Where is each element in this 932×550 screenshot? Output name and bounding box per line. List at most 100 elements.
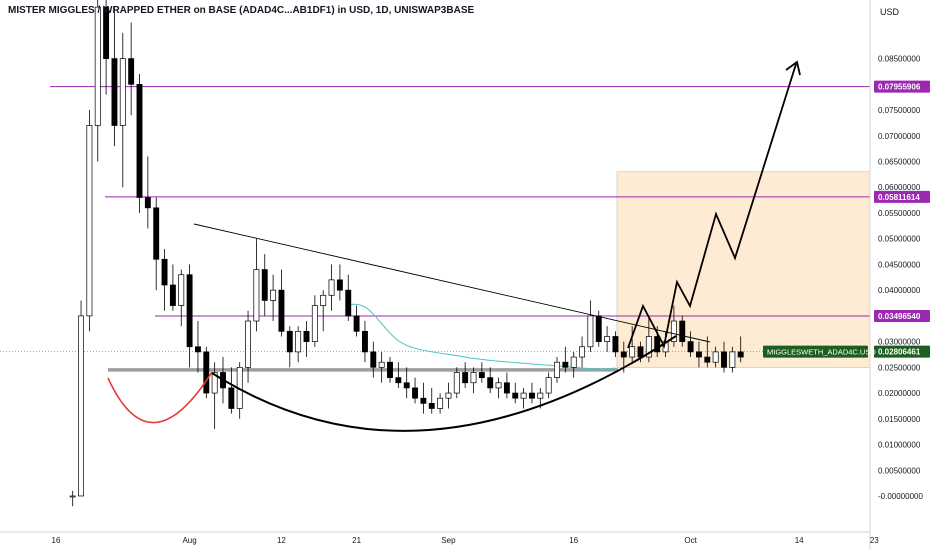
candle-body	[462, 372, 469, 384]
price-tick-label: 0.00500000	[878, 466, 921, 475]
time-tick-label: Aug	[182, 536, 196, 545]
candle-body	[78, 315, 84, 497]
candle-body	[595, 315, 602, 342]
candle-body	[679, 320, 686, 342]
candle-body	[687, 341, 694, 353]
candle-body	[478, 372, 485, 378]
time-tick-label: Sep	[441, 536, 456, 545]
time-tick-label: 23	[870, 536, 879, 545]
candle-body	[311, 305, 318, 342]
candle-body	[412, 387, 419, 399]
price-tick-label: 0.07500000	[878, 106, 921, 115]
candle-body	[545, 377, 552, 394]
candle-body	[320, 294, 327, 306]
candle-body	[211, 372, 218, 394]
currency-label: USD	[880, 7, 900, 17]
candle-body	[253, 269, 260, 322]
candle-body	[654, 336, 661, 353]
price-tick-label: 0.03000000	[878, 338, 921, 347]
candle-body	[387, 361, 393, 378]
candle-body	[286, 330, 293, 353]
candle-body	[670, 320, 677, 342]
price-tick-label: 0.08500000	[878, 55, 921, 64]
candle-body	[161, 258, 168, 286]
candle-body	[195, 346, 201, 353]
price-tick-label: 0.04500000	[878, 260, 921, 269]
candle-body	[261, 269, 268, 301]
price-level-tag	[874, 190, 930, 203]
candle-body	[637, 346, 644, 358]
time-tick-label: Oct	[684, 536, 697, 545]
price-level-tag-label: 0.05811614	[878, 193, 920, 202]
candle-body	[136, 83, 143, 198]
candle-body	[86, 125, 93, 317]
time-tick-label: 21	[352, 536, 361, 545]
candle-body	[94, 6, 101, 126]
price-tick-label: 0.05500000	[878, 209, 921, 218]
candle-body	[520, 392, 527, 399]
candle-body	[111, 58, 118, 126]
candle-body	[303, 330, 310, 342]
candle-body	[445, 392, 452, 399]
candle-body	[362, 330, 368, 353]
projection-arrowhead	[785, 60, 801, 76]
price-level-tag	[874, 310, 930, 323]
candle-body	[169, 284, 176, 306]
candle-body	[570, 356, 577, 368]
candle-body	[437, 397, 444, 409]
candle-body	[503, 382, 510, 394]
candle-body	[278, 289, 285, 332]
price-tick-label: -0.00000000	[878, 492, 923, 501]
price-tick-label: 0.06000000	[878, 183, 921, 192]
candle-body	[495, 382, 502, 389]
candle-body	[537, 392, 544, 399]
candle-body	[528, 392, 535, 399]
price-tick-label: 0.04000000	[878, 286, 921, 295]
candle-body	[336, 279, 343, 291]
candle-body	[554, 361, 560, 378]
candle-body	[270, 289, 277, 301]
price-tick-label: 0.01500000	[878, 415, 921, 424]
price-level-tag-label: 0.07955906	[878, 83, 921, 92]
candle-body	[737, 351, 744, 358]
candle-body	[328, 279, 335, 296]
projection-path	[627, 63, 797, 349]
candle-body	[128, 58, 135, 85]
candle-body	[420, 397, 427, 404]
candle-body	[704, 356, 711, 363]
price-level-tag	[874, 80, 930, 93]
handle-curve	[107, 371, 213, 424]
candle-body	[562, 361, 569, 368]
price-tick-label: 0.06500000	[878, 158, 921, 167]
candle-body	[729, 351, 736, 368]
candle-body	[144, 197, 151, 209]
candle-body	[470, 372, 477, 384]
candle-body	[645, 336, 652, 358]
price-tick-label: 0.01000000	[878, 441, 921, 450]
candle-body	[428, 403, 435, 409]
price-level-tag-label: 0.03496540	[878, 312, 921, 321]
candle-body	[712, 351, 719, 363]
candle-body	[203, 351, 210, 394]
candle-body	[403, 382, 410, 389]
candle-body	[395, 377, 402, 384]
last-price-tag-label: 0.02806461	[878, 348, 921, 357]
chart-title: MISTER MIGGLES / WRAPPED ETHER on BASE (…	[8, 5, 475, 16]
candle-body	[345, 289, 352, 317]
candle-body	[612, 336, 619, 353]
candle-body	[487, 377, 494, 389]
price-tick-label: 0.02000000	[878, 389, 921, 398]
candle-body	[512, 392, 519, 399]
candle-body	[295, 330, 302, 353]
candle-body	[378, 361, 385, 368]
candle-body	[153, 207, 160, 260]
candle-body	[370, 351, 377, 368]
time-tick-label: 16	[52, 536, 61, 545]
candle-body	[69, 495, 76, 498]
cup-curve	[211, 335, 677, 432]
descending-trendline	[193, 223, 711, 343]
candle-body	[620, 351, 627, 358]
candle-body	[178, 274, 185, 306]
candle-body	[245, 320, 251, 368]
